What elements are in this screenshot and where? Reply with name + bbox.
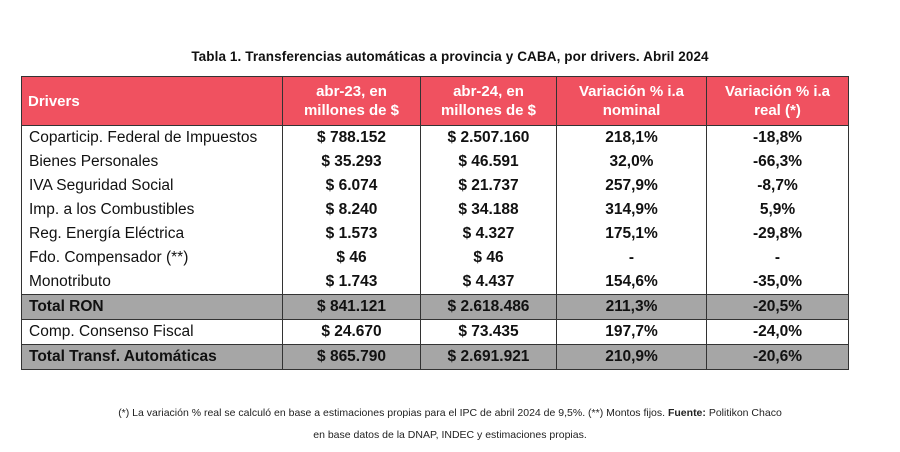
table-row: Reg. Energía Eléctrica $ 1.573 $ 4.327 1… [21,222,849,246]
nominal-cell: 314,9% [556,198,707,222]
apr24-cell: $ 46 [420,246,557,270]
table-row: Monotributo $ 1.743 $ 4.437 154,6% -35,0… [21,270,849,295]
total-ron-row: Total RON $ 841.121 $ 2.618.486 211,3% -… [21,294,849,320]
real-cell: -18,8% [706,125,849,150]
driver-cell: Total Transf. Automáticas [21,344,283,370]
apr23-cell: $ 8.240 [282,198,421,222]
nominal-cell: 218,1% [556,125,707,150]
footnote-line-2: en base datos de la DNAP, INDEC y estima… [313,429,587,441]
header-nominal-variation: Variación % i.a nominal [556,76,707,126]
table-row: IVA Seguridad Social $ 6.074 $ 21.737 25… [21,174,849,198]
real-cell: -8,7% [706,174,849,198]
apr24-cell: $ 2.691.921 [420,344,557,370]
apr24-cell: $ 2.618.486 [420,294,557,320]
total-automatic-row: Total Transf. Automáticas $ 865.790 $ 2.… [21,344,849,370]
driver-cell: Imp. a los Combustibles [21,198,283,222]
table-title: Tabla 1. Transferencias automáticas a pr… [191,49,709,64]
table-row: Coparticip. Federal de Impuestos $ 788.1… [21,125,849,150]
driver-cell: Coparticip. Federal de Impuestos [21,125,283,150]
real-cell: 5,9% [706,198,849,222]
footnote-line-1: (*) La variación % real se calculó en ba… [0,407,900,419]
real-cell: -20,6% [706,344,849,370]
driver-cell: Reg. Energía Eléctrica [21,222,283,246]
apr23-cell: $ 1.743 [282,270,421,295]
driver-cell: Fdo. Compensador (**) [21,246,283,270]
apr23-cell: $ 46 [282,246,421,270]
apr24-cell: $ 46.591 [420,150,557,174]
apr23-cell: $ 24.670 [282,319,421,345]
real-cell: -20,5% [706,294,849,320]
apr23-cell: $ 841.121 [282,294,421,320]
header-apr23: abr-23, en millones de $ [282,76,421,126]
header-real-variation: Variación % i.a real (*) [706,76,849,126]
driver-cell: Monotributo [21,270,283,295]
nominal-cell: 211,3% [556,294,707,320]
header-drivers: Drivers [21,76,283,126]
real-cell: -24,0% [706,319,849,345]
consenso-fiscal-row: Comp. Consenso Fiscal $ 24.670 $ 73.435 … [21,319,849,345]
real-cell: -35,0% [706,270,849,295]
driver-cell: Total RON [21,294,283,320]
real-cell: - [706,246,849,270]
apr24-cell: $ 73.435 [420,319,557,345]
apr23-cell: $ 35.293 [282,150,421,174]
driver-cell: Bienes Personales [21,150,283,174]
real-cell: -29,8% [706,222,849,246]
nominal-cell: 197,7% [556,319,707,345]
nominal-cell: - [556,246,707,270]
header-apr24: abr-24, en millones de $ [420,76,557,126]
source-text: Politikon Chaco [708,407,782,419]
apr24-cell: $ 34.188 [420,198,557,222]
apr24-cell: $ 4.437 [420,270,557,295]
driver-cell: Comp. Consenso Fiscal [21,319,283,345]
nominal-cell: 154,6% [556,270,707,295]
apr23-cell: $ 6.074 [282,174,421,198]
header-row: Drivers abr-23, en millones de $ abr-24,… [21,76,849,126]
footnote-text: (*) La variación % real se calculó en ba… [118,407,666,419]
table-row: Fdo. Compensador (**) $ 46 $ 46 - - [21,246,849,270]
apr24-cell: $ 4.327 [420,222,557,246]
driver-cell: IVA Seguridad Social [21,174,283,198]
table-row: Bienes Personales $ 35.293 $ 46.591 32,0… [21,150,849,174]
nominal-cell: 175,1% [556,222,707,246]
table-row: Imp. a los Combustibles $ 8.240 $ 34.188… [21,198,849,222]
transfers-table: Drivers abr-23, en millones de $ abr-24,… [21,76,849,370]
real-cell: -66,3% [706,150,849,174]
apr23-cell: $ 1.573 [282,222,421,246]
apr23-cell: $ 788.152 [282,125,421,150]
source-label: Fuente: [667,407,706,419]
nominal-cell: 210,9% [556,344,707,370]
nominal-cell: 257,9% [556,174,707,198]
nominal-cell: 32,0% [556,150,707,174]
apr23-cell: $ 865.790 [282,344,421,370]
apr24-cell: $ 21.737 [420,174,557,198]
apr24-cell: $ 2.507.160 [420,125,557,150]
